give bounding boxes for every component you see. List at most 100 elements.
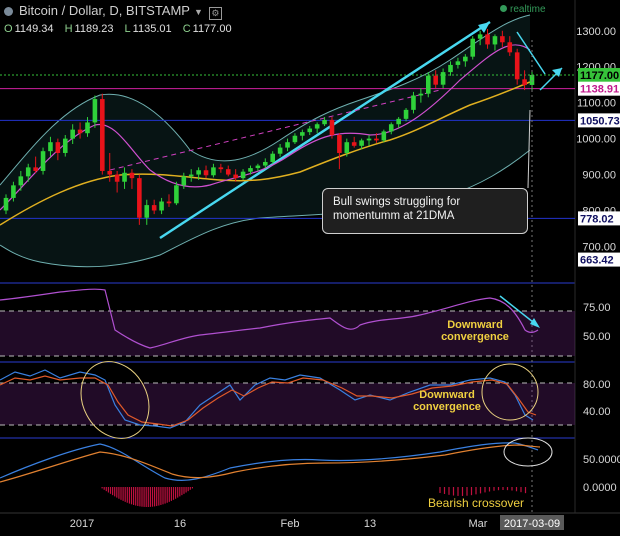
candle-body[interactable] — [77, 129, 83, 134]
candle-body[interactable] — [366, 138, 372, 141]
price-badge[interactable]: 1050.73 — [578, 113, 620, 128]
ohlc-value-low: 1135.01 — [132, 23, 172, 35]
candle-body[interactable] — [114, 174, 120, 182]
candle-body[interactable] — [181, 176, 187, 186]
candle-body[interactable] — [270, 153, 276, 162]
candle-body[interactable] — [470, 38, 476, 57]
candle-body[interactable] — [107, 170, 113, 175]
candle-body[interactable] — [314, 124, 320, 129]
chart-header[interactable]: Bitcoin / Dollar, D, BITSTAMP ▼ ⚙ — [4, 3, 222, 20]
candle-body[interactable] — [3, 197, 9, 211]
current-date-bg — [500, 515, 564, 530]
candle-body[interactable] — [351, 142, 357, 146]
candle-body[interactable] — [48, 142, 53, 152]
candle-body[interactable] — [166, 201, 172, 204]
candle-body[interactable] — [322, 119, 327, 125]
candle-body[interactable] — [100, 99, 105, 171]
uptrend-line[interactable] — [159, 20, 491, 240]
ohlc-value-high: 1189.23 — [74, 23, 114, 35]
candle-body[interactable] — [233, 174, 238, 179]
macd-tick-label: 0.0000 — [583, 482, 617, 494]
candle-body[interactable] — [514, 52, 520, 80]
rsi-arrow — [499, 295, 539, 327]
candle-body[interactable] — [500, 36, 505, 43]
candle-body[interactable] — [159, 201, 164, 211]
candle-body[interactable] — [507, 42, 513, 53]
candle-body[interactable] — [307, 128, 313, 133]
ohlc-label-open: O — [4, 23, 13, 35]
candle-body[interactable] — [388, 124, 394, 132]
candle-body[interactable] — [292, 135, 298, 143]
price-badge[interactable]: 1138.91 — [578, 81, 620, 96]
candle-body[interactable] — [337, 135, 342, 153]
candle-body[interactable] — [433, 75, 438, 85]
candle-body[interactable] — [218, 167, 224, 170]
candle-body[interactable] — [262, 161, 268, 166]
candle-body[interactable] — [529, 74, 535, 85]
candle-body[interactable] — [62, 138, 68, 153]
price-badge-text: 1050.73 — [580, 115, 620, 127]
candle-body[interactable] — [203, 170, 209, 176]
candle-body[interactable] — [381, 131, 387, 141]
macd-note[interactable]: Bearish crossover — [428, 496, 525, 510]
candle-body[interactable] — [129, 172, 135, 179]
candle-body[interactable] — [137, 178, 142, 218]
candle-body[interactable] — [492, 36, 498, 45]
stoch-note[interactable]: Downward convergence — [413, 389, 481, 413]
candle-body[interactable] — [248, 168, 253, 172]
candle-body[interactable] — [396, 118, 401, 125]
candle-body[interactable] — [359, 140, 364, 146]
candle-body[interactable] — [55, 142, 61, 153]
candle-body[interactable] — [285, 142, 290, 148]
candle-body[interactable] — [188, 174, 194, 177]
settings-icon[interactable]: ⚙ — [208, 7, 222, 20]
candle-body[interactable] — [329, 119, 335, 136]
price-badge[interactable]: 663.42 — [578, 252, 620, 267]
candle-body[interactable] — [196, 170, 201, 175]
candle-body[interactable] — [374, 138, 379, 141]
candle-body[interactable] — [225, 169, 231, 175]
candle-body[interactable] — [455, 61, 461, 65]
candle-body[interactable] — [485, 34, 490, 45]
candle-body[interactable] — [463, 56, 468, 62]
time-tick-label: 13 — [364, 518, 376, 530]
candle-body[interactable] — [277, 147, 283, 154]
candle-body[interactable] — [344, 142, 350, 153]
price-badge[interactable]: 1177.00 — [578, 67, 620, 82]
price-badge[interactable]: 778.02 — [578, 211, 620, 226]
dashed-trendline[interactable] — [109, 89, 441, 171]
candle-body[interactable] — [440, 72, 446, 85]
callout-box[interactable]: Bull swings struggling for momentumm at … — [322, 188, 528, 234]
candle-body[interactable] — [18, 176, 24, 186]
candle-body[interactable] — [70, 129, 75, 139]
candle-body[interactable] — [211, 167, 216, 176]
rsi-arrowhead — [530, 318, 540, 328]
chevron-down-icon[interactable]: ▼ — [193, 7, 203, 17]
candle-body[interactable] — [11, 185, 16, 198]
candle-body[interactable] — [33, 167, 38, 171]
candle-body[interactable] — [425, 75, 431, 94]
candle-body[interactable] — [85, 122, 90, 134]
candle-body[interactable] — [174, 185, 179, 204]
candle-body[interactable] — [92, 99, 98, 123]
candle-body[interactable] — [255, 165, 261, 169]
candle-body[interactable] — [522, 79, 527, 86]
candle-body[interactable] — [151, 205, 157, 211]
candle-body[interactable] — [25, 167, 31, 177]
rsi-note[interactable]: Downward convergence — [441, 319, 509, 343]
candle-body[interactable] — [448, 64, 453, 73]
candle-body[interactable] — [122, 172, 127, 182]
macd-signal — [0, 444, 541, 483]
candle-body[interactable] — [40, 151, 46, 171]
candle-body[interactable] — [144, 205, 150, 218]
candle-body[interactable] — [418, 93, 424, 96]
candle-body[interactable] — [411, 95, 416, 110]
symbol-title[interactable]: Bitcoin / Dollar, D, BITSTAMP — [19, 3, 190, 18]
candle-body[interactable] — [240, 171, 246, 179]
candle-body[interactable] — [403, 109, 409, 119]
candle-body[interactable] — [477, 34, 483, 39]
candle-body[interactable] — [300, 132, 305, 136]
stoch-band — [0, 383, 575, 425]
